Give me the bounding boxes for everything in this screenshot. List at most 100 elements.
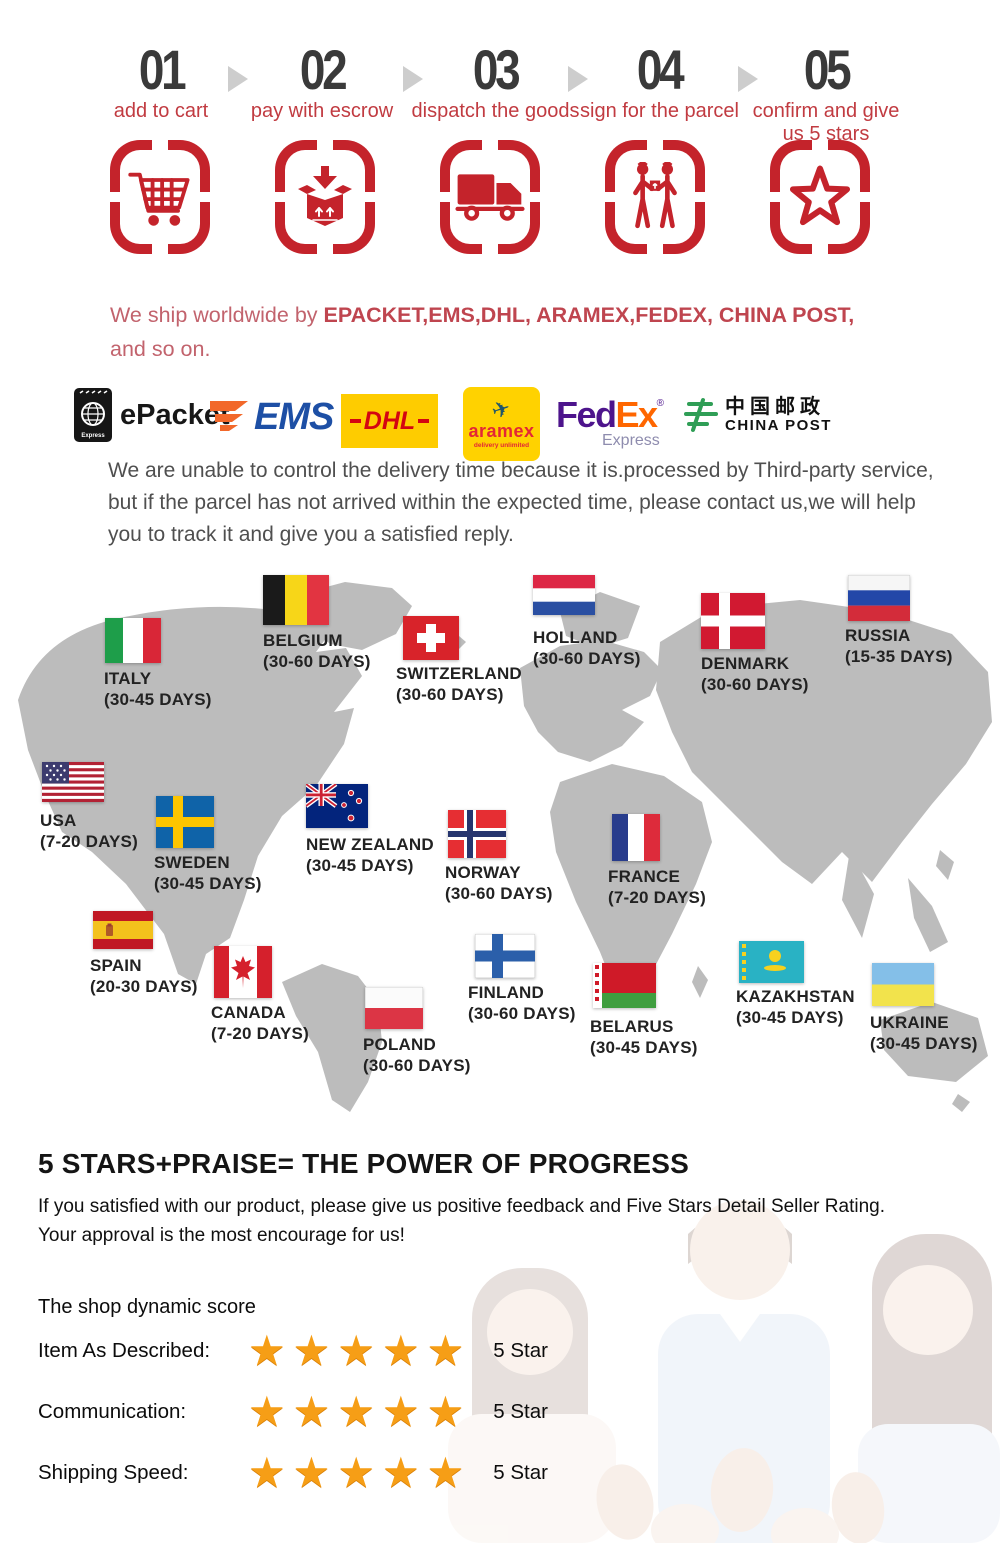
star-icon: ★ bbox=[292, 1388, 331, 1435]
epacket-badge-text: Express bbox=[81, 433, 105, 439]
step-number: 04 bbox=[637, 38, 685, 101]
flag-russia bbox=[848, 575, 910, 621]
china-post-logo: 中国邮政 CHINA POST bbox=[684, 396, 832, 434]
flag-norway bbox=[448, 810, 506, 858]
feedback-body: If you satisfied with our product, pleas… bbox=[38, 1196, 885, 1246]
arrow-right-icon bbox=[403, 66, 423, 92]
fedex-logo: FedEx® Express bbox=[556, 397, 664, 450]
star-rating: ★ ★ ★ ★ ★ bbox=[248, 1330, 471, 1372]
score-label: Communication: bbox=[38, 1400, 187, 1423]
aramex-logo: ✈ aramex delivery unlimited bbox=[463, 387, 540, 461]
score-label: Item As Described: bbox=[38, 1339, 211, 1362]
star-rating: ★ ★ ★ ★ ★ bbox=[248, 1452, 471, 1494]
country-label-denmark: DENMARK (30-60 DAYS) bbox=[701, 654, 809, 694]
flag-denmark bbox=[701, 593, 765, 649]
star-icon: ★ bbox=[426, 1449, 465, 1496]
flag-sweden bbox=[156, 796, 214, 848]
country-label-norway: NORWAY (30-60 DAYS) bbox=[445, 863, 553, 903]
country-label-switzerland: SWITZERLAND (30-60 DAYS) bbox=[396, 664, 522, 704]
step-label: dispatch the goods bbox=[411, 100, 580, 122]
step-dispatch-goods: 03 dispatch the goods bbox=[398, 42, 593, 123]
country-label-poland: POLAND (30-60 DAYS) bbox=[363, 1035, 471, 1075]
handover-icon-tile bbox=[605, 140, 705, 254]
flag-italy bbox=[105, 618, 161, 663]
step-label: pay with escrow bbox=[250, 100, 394, 122]
aramex-tagline: delivery unlimited bbox=[473, 442, 530, 449]
star-icon: ★ bbox=[337, 1449, 375, 1496]
step-number: 03 bbox=[473, 38, 521, 101]
country-label-holland: HOLLAND (30-60 DAYS) bbox=[533, 628, 641, 668]
score-value: 5 Star bbox=[493, 1400, 548, 1423]
country-label-russia: RUSSIA (15-35 DAYS) bbox=[845, 626, 953, 666]
airplane-icon: ✈ bbox=[488, 394, 514, 425]
flag-kazakhstan bbox=[739, 941, 804, 983]
arrow-right-icon bbox=[738, 66, 758, 92]
fedex-express-text: Express bbox=[602, 432, 660, 449]
world-map-silhouette bbox=[18, 582, 992, 1112]
feedback-heading: 5 STARS+PRAISE= THE POWER OF PROGRESS bbox=[38, 1148, 690, 1179]
step-add-to-cart: 01 add to cart bbox=[66, 42, 256, 123]
star-icon: ★ bbox=[381, 1388, 420, 1435]
registered-mark: ® bbox=[656, 398, 664, 409]
ems-logo: EMS bbox=[210, 396, 334, 438]
china-post-en-text: CHINA POST bbox=[725, 417, 832, 434]
flag-usa bbox=[42, 762, 104, 802]
flag-belgium bbox=[263, 575, 329, 625]
step-pay-with-escrow: 02 pay with escrow bbox=[227, 42, 417, 123]
step-label: add to cart bbox=[113, 100, 209, 122]
package-icon-tile bbox=[275, 140, 375, 254]
star-icon-tile bbox=[770, 140, 870, 254]
star-icon: ★ bbox=[381, 1449, 420, 1496]
country-label-canada: CANADA (7-20 DAYS) bbox=[211, 1003, 309, 1043]
flag-holland bbox=[533, 575, 595, 615]
five-star-rating-icon bbox=[789, 165, 851, 226]
country-label-ukraine: UKRAINE (30-45 DAYS) bbox=[870, 1013, 978, 1053]
step-confirm-5-stars: 05 confirm and give us 5 stars bbox=[745, 42, 907, 146]
pack-order-box-icon bbox=[298, 166, 352, 226]
dhl-dash-decoration bbox=[418, 419, 430, 423]
dhl-dash-decoration bbox=[349, 419, 361, 423]
score-value: 5 Star bbox=[493, 1461, 548, 1484]
star-icon: ★ bbox=[337, 1388, 375, 1435]
score-row-communication: Communication: ★ ★ ★ ★ ★ 5 Star bbox=[38, 1386, 548, 1438]
truck-icon-tile bbox=[440, 140, 540, 254]
dhl-logo: DHL bbox=[341, 394, 438, 448]
flag-canada bbox=[214, 946, 272, 998]
china-post-cn-text: 中国邮政 bbox=[725, 396, 825, 418]
flag-spain bbox=[93, 911, 153, 949]
flag-poland bbox=[365, 987, 423, 1029]
star-icon: ★ bbox=[248, 1449, 286, 1496]
country-label-kazakhstan: KAZAKHSTAN (30-45 DAYS) bbox=[736, 987, 855, 1027]
step-number: 05 bbox=[803, 38, 852, 101]
step-label: confirm and give us 5 stars bbox=[752, 100, 900, 145]
flag-new-zealand bbox=[306, 784, 368, 828]
fedex-fed-wordmark: Fed bbox=[556, 394, 617, 435]
star-icon: ★ bbox=[426, 1327, 465, 1374]
score-value: 5 Star bbox=[493, 1339, 548, 1362]
ems-wordmark: EMS bbox=[254, 396, 334, 438]
score-row-item-as-described: Item As Described: ★ ★ ★ ★ ★ 5 Star bbox=[38, 1325, 548, 1377]
ship-note-carriers: EPACKET,EMS,DHL, ARAMEX,FEDEX, CHINA POS… bbox=[323, 303, 855, 327]
step-sign-for-parcel: 04 sign for the parcel bbox=[567, 42, 752, 123]
star-icon: ★ bbox=[426, 1388, 465, 1435]
ship-note-prefix: We ship worldwide by bbox=[110, 303, 324, 327]
score-row-shipping-speed: Shipping Speed: ★ ★ ★ ★ ★ 5 Star bbox=[38, 1447, 548, 1499]
delivery-time-world-map: ITALY (30-45 DAYS) BELGIUM (30-60 DAYS) SW… bbox=[0, 550, 1000, 1120]
flag-finland bbox=[475, 934, 535, 978]
star-rating: ★ ★ ★ ★ ★ bbox=[248, 1391, 471, 1433]
flag-belarus bbox=[593, 963, 656, 1008]
epacket-logo: Express ePacket bbox=[74, 388, 230, 442]
star-icon: ★ bbox=[248, 1388, 286, 1435]
step-label: sign for the parcel bbox=[580, 100, 739, 122]
star-icon: ★ bbox=[337, 1327, 375, 1374]
delivery-disclaimer: We are unable to control the delivery ti… bbox=[108, 459, 934, 546]
country-label-sweden: SWEDEN (30-45 DAYS) bbox=[154, 853, 262, 893]
epacket-badge-icon: Express bbox=[74, 388, 112, 442]
country-label-italy: ITALY (30-45 DAYS) bbox=[104, 669, 212, 709]
ems-chevron-icon bbox=[210, 401, 248, 431]
star-icon: ★ bbox=[292, 1327, 331, 1374]
china-post-emblem-icon bbox=[684, 398, 718, 432]
arrow-right-icon bbox=[228, 66, 248, 92]
star-icon: ★ bbox=[248, 1327, 286, 1374]
score-label: Shipping Speed: bbox=[38, 1461, 189, 1484]
